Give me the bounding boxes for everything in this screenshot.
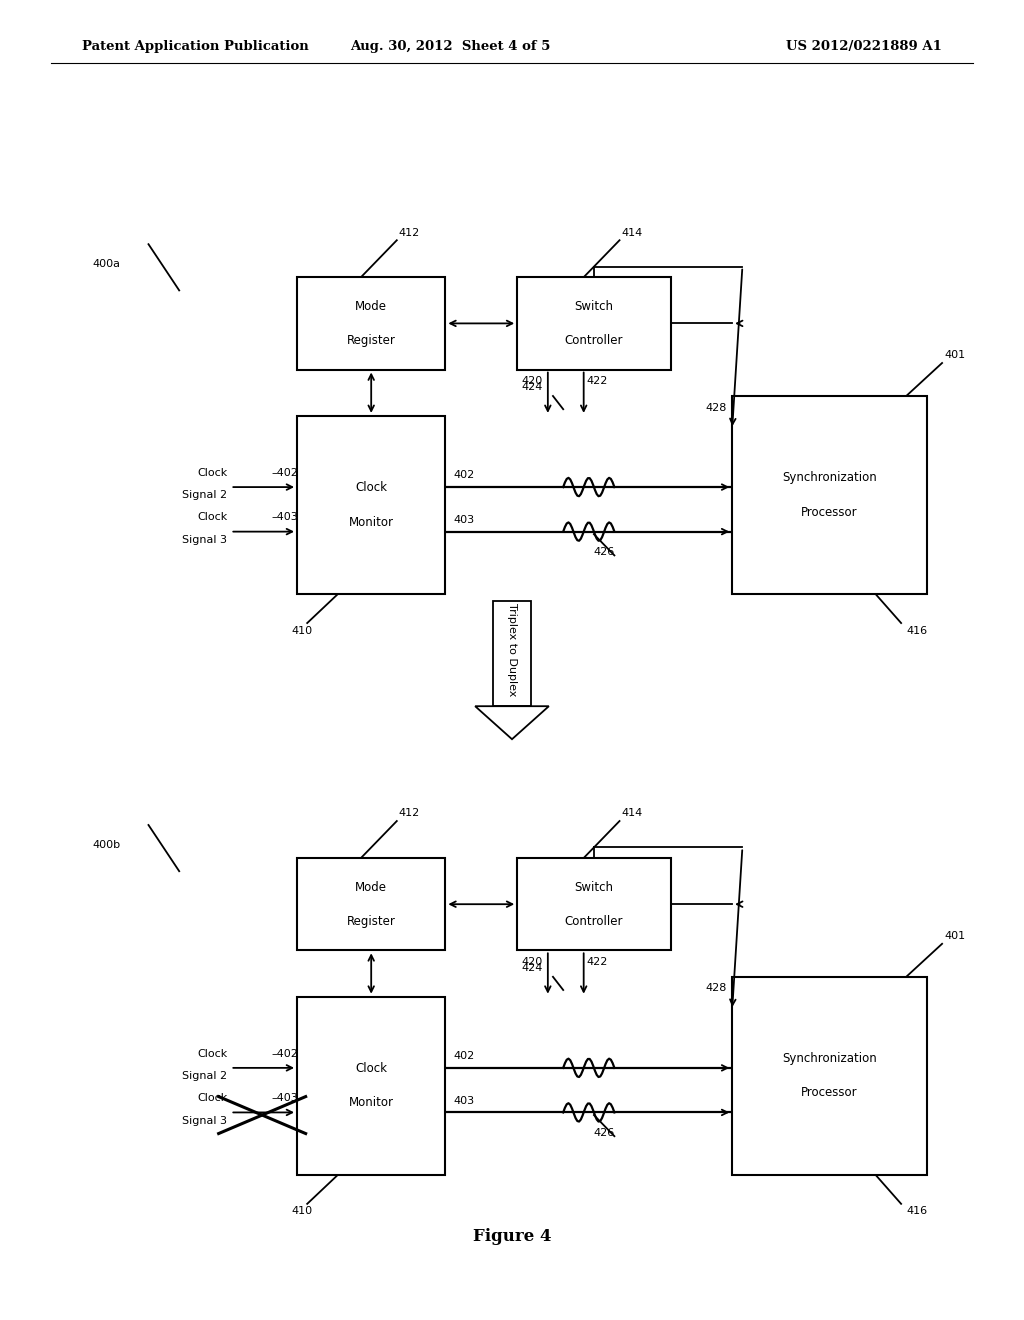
Text: Controller: Controller	[564, 334, 624, 347]
Text: Clock: Clock	[355, 482, 387, 494]
Text: 400a: 400a	[92, 259, 120, 269]
Text: 428: 428	[706, 403, 727, 413]
Text: 420: 420	[521, 376, 543, 387]
Text: 402: 402	[454, 470, 475, 480]
Text: Clock: Clock	[197, 467, 227, 478]
Text: 403: 403	[454, 1096, 475, 1106]
Text: 426: 426	[594, 1129, 615, 1138]
Bar	[297, 858, 445, 950]
Text: –402: –402	[271, 1048, 298, 1059]
Text: 414: 414	[622, 808, 643, 818]
Text: Controller: Controller	[564, 915, 624, 928]
Text: Processor: Processor	[801, 506, 858, 519]
Text: Clock: Clock	[355, 1063, 387, 1074]
Text: Signal 2: Signal 2	[182, 490, 227, 500]
Bar	[297, 277, 445, 370]
Bar	[493, 601, 531, 706]
Text: –403: –403	[271, 512, 298, 523]
Bar	[297, 416, 445, 594]
Text: Mode: Mode	[355, 300, 387, 313]
Text: 403: 403	[454, 515, 475, 525]
Bar	[732, 396, 927, 594]
Text: Register: Register	[347, 915, 395, 928]
Text: 400b: 400b	[92, 840, 120, 850]
Text: 412: 412	[399, 808, 420, 818]
Text: Register: Register	[347, 334, 395, 347]
Polygon shape	[475, 706, 549, 739]
Text: 428: 428	[706, 983, 727, 994]
Text: 414: 414	[622, 227, 643, 238]
Text: 422: 422	[587, 957, 608, 968]
Text: 424: 424	[521, 962, 543, 973]
Bar	[517, 858, 671, 950]
Text: Signal 2: Signal 2	[182, 1071, 227, 1081]
Text: Aug. 30, 2012  Sheet 4 of 5: Aug. 30, 2012 Sheet 4 of 5	[350, 40, 551, 53]
Text: 422: 422	[587, 376, 608, 387]
Text: Signal 3: Signal 3	[182, 1115, 227, 1126]
Text: 416: 416	[906, 626, 928, 636]
Text: 410: 410	[292, 626, 312, 636]
Text: 401: 401	[944, 350, 966, 360]
Bar	[297, 997, 445, 1175]
Text: –403: –403	[271, 1093, 298, 1104]
Text: Switch: Switch	[574, 880, 613, 894]
Text: 401: 401	[944, 931, 966, 941]
Text: –402: –402	[271, 467, 298, 478]
Text: Signal 3: Signal 3	[182, 535, 227, 545]
Text: Switch: Switch	[574, 300, 613, 313]
Text: US 2012/0221889 A1: US 2012/0221889 A1	[786, 40, 942, 53]
Text: Patent Application Publication: Patent Application Publication	[82, 40, 308, 53]
Text: Monitor: Monitor	[349, 516, 393, 528]
Text: 412: 412	[399, 227, 420, 238]
Text: Triplex to Duplex: Triplex to Duplex	[507, 603, 517, 696]
Text: Mode: Mode	[355, 880, 387, 894]
Text: Clock: Clock	[197, 1048, 227, 1059]
Text: 410: 410	[292, 1206, 312, 1217]
Text: 402: 402	[454, 1051, 475, 1061]
Text: Clock: Clock	[197, 1093, 227, 1104]
Text: Processor: Processor	[801, 1086, 858, 1100]
Text: Figure 4: Figure 4	[473, 1229, 551, 1245]
Text: 426: 426	[594, 548, 615, 557]
Bar	[732, 977, 927, 1175]
Text: Synchronization: Synchronization	[782, 1052, 877, 1065]
Bar	[517, 277, 671, 370]
Text: 416: 416	[906, 1206, 928, 1217]
Text: 420: 420	[521, 957, 543, 968]
Text: Clock: Clock	[197, 512, 227, 523]
Text: Synchronization: Synchronization	[782, 471, 877, 484]
Text: 424: 424	[521, 381, 543, 392]
Text: Monitor: Monitor	[349, 1097, 393, 1109]
